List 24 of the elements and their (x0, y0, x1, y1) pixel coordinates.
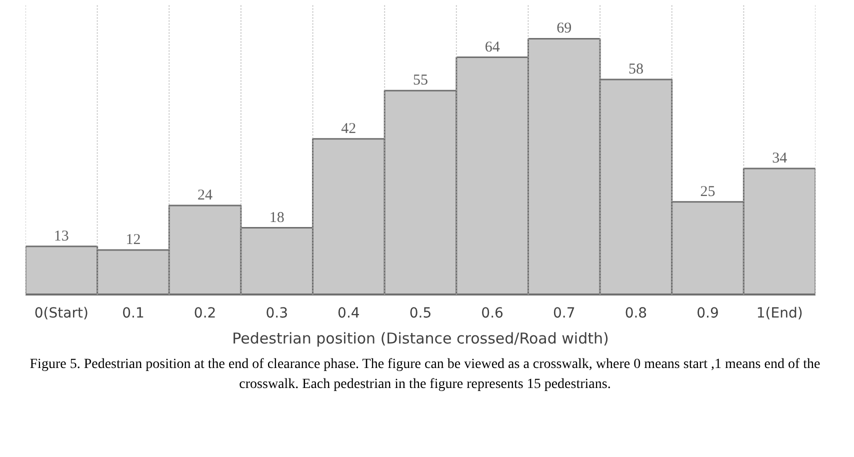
data-label: 24 (198, 188, 214, 204)
x-tick-label: 0.5 (409, 306, 432, 322)
data-label: 64 (484, 39, 500, 56)
data-label: 34 (772, 150, 788, 166)
data-label: 55 (413, 72, 428, 89)
x-tick-label: 0.8 (624, 306, 648, 322)
x-axis-title: Pedestrian position (Distance crossed/Road width) (232, 330, 609, 348)
x-tick-label: 0.9 (696, 306, 719, 322)
x-tick-label: 0(Start) (34, 306, 88, 322)
x-tick-label: 0.7 (553, 306, 576, 322)
data-label: 13 (54, 228, 69, 244)
x-tick-label: 0.4 (338, 306, 360, 322)
data-label: 58 (628, 62, 644, 78)
x-tick-label: 1(End) (756, 306, 803, 322)
data-label: 25 (700, 184, 716, 200)
data-label: 42 (341, 120, 356, 137)
data-label: 69 (556, 20, 572, 37)
data-label: 12 (126, 232, 141, 248)
x-tick-label: 0.1 (122, 306, 144, 322)
x-tick-label: 0.2 (194, 306, 216, 322)
data-label: 18 (269, 210, 284, 226)
caption: Figure 5. Pedestrian position at the end of clearance phase. The figure can be viewed as a crosswalk, where 0 means start ,1 means end of the crosswalk. Each pedestrian in the figure represents 15 pedestrians. (28, 356, 822, 394)
x-tick-label: 0.3 (266, 306, 288, 322)
x-tick-label: 0.6 (481, 306, 504, 322)
